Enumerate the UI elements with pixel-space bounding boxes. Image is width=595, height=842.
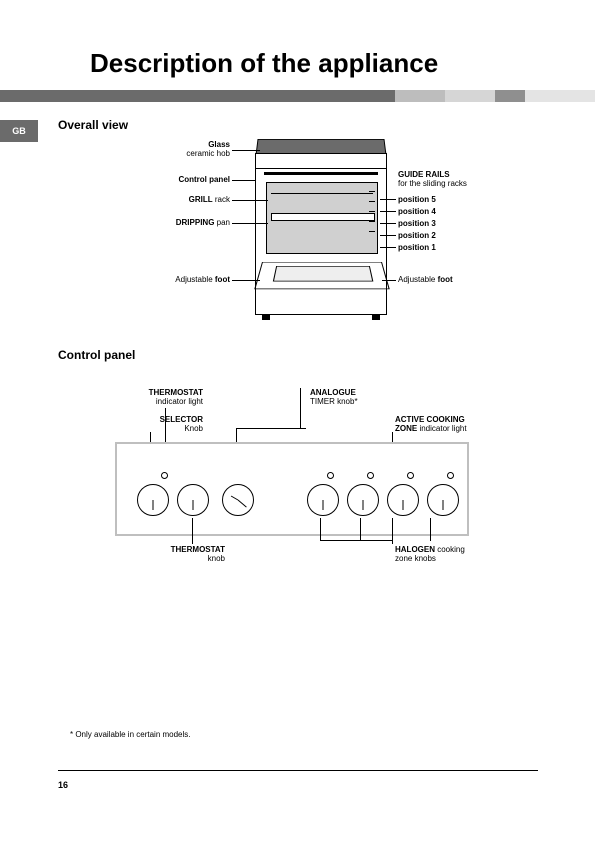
label-control-panel: Control panel [150,175,230,184]
section-overall-title: Overall view [58,118,128,132]
door-glass [273,266,374,281]
page-title: Description of the appliance [90,48,438,79]
label-hob: Glassceramic hob [150,140,230,158]
thermostat-indicator [161,472,168,479]
label-foot-right: Adjustable foot [398,275,453,284]
label-guide-rails: GUIDE RAILSfor the sliding racks [398,170,518,188]
foot-left [262,314,270,320]
label-grill: GRILL rack [150,195,230,204]
zone-indicator-1 [327,472,334,479]
label-active-zone: ACTIVE COOKING ZONE indicator light [395,415,515,433]
guide-rail-1 [369,231,375,232]
label-pos3: position 3 [398,219,436,228]
zone-indicator-2 [367,472,374,479]
footnote: * Only available in certain models. [70,730,191,739]
guide-rail-5 [369,191,375,192]
oven-diagram [255,135,385,315]
zone-indicator-3 [407,472,414,479]
guide-rail-2 [369,221,375,222]
label-dripping: DRIPPING pan [150,218,230,227]
grill-rack [271,193,373,196]
halogen-knob-2 [347,484,379,516]
section-cp-title: Control panel [58,348,135,362]
footer-rule [58,770,538,771]
oven-cavity [266,182,378,254]
label-timer: ANALOGUE TIMER knob* [310,388,410,406]
dripping-pan [271,213,375,221]
oven-body [255,153,387,315]
guide-rail-4 [369,201,375,202]
zone-indicator-4 [447,472,454,479]
oven-door [254,262,390,289]
top-rule [0,90,595,102]
halogen-knob-1 [307,484,339,516]
label-halogen: HALOGEN cookingzone knobs [395,545,515,563]
page-number: 16 [58,780,68,790]
label-selector: SELECTORKnob [118,415,203,433]
label-foot-left: Adjustable foot [150,275,230,284]
foot-right [372,314,380,320]
label-thermostat-knob: THERMOSTATknob [140,545,225,563]
oven-control-panel [256,154,386,169]
label-pos1: position 1 [398,243,436,252]
label-pos2: position 2 [398,231,436,240]
timer-knob [222,484,254,516]
halogen-knob-4 [427,484,459,516]
language-tab: GB [0,120,38,142]
control-panel-diagram [115,442,469,536]
halogen-knob-3 [387,484,419,516]
oven-handle [264,172,378,175]
label-pos4: position 4 [398,207,436,216]
thermostat-knob [177,484,209,516]
guide-rail-3 [369,211,375,212]
label-pos5: position 5 [398,195,436,204]
selector-knob [137,484,169,516]
label-thermostat-light: THERMOSTATindicator light [118,388,203,406]
